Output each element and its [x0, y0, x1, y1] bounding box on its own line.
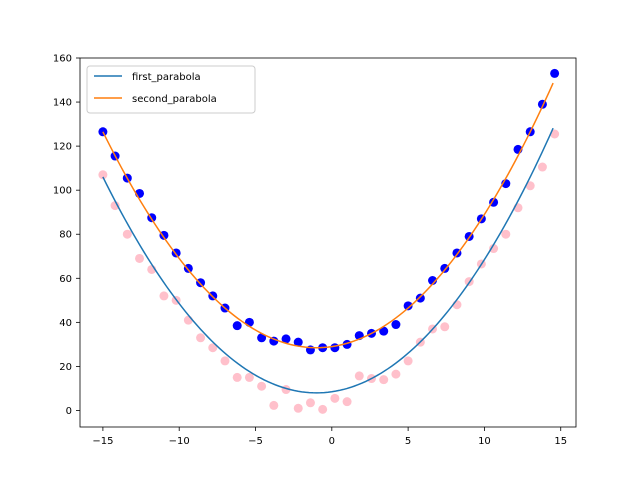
y-tick-label-140: 140 [53, 98, 72, 109]
scatter-point-s0-37 [550, 129, 560, 139]
x-tick-label-5: 5 [405, 436, 411, 447]
scatter-point-s0-32 [489, 244, 499, 254]
scatter-point-s0-36 [537, 162, 547, 172]
scatter-point-s0-17 [305, 398, 315, 408]
line-second-parabola [102, 82, 554, 349]
scatter-point-s0-12 [244, 372, 254, 382]
scatter-point-s1-24 [391, 320, 401, 330]
scatter-point-s1-19 [330, 343, 340, 353]
scatter-point-s1-13 [257, 333, 267, 343]
scatter-point-s0-19 [330, 393, 340, 403]
scatter-point-s0-9 [208, 343, 218, 353]
plot-area [98, 68, 560, 414]
scatter-point-s0-10 [220, 356, 230, 366]
legend-label-first-parabola: first_parabola [132, 72, 201, 83]
x-tick-label-0: 0 [329, 436, 335, 447]
y-tick-label-20: 20 [59, 362, 72, 373]
y-tick-label-160: 160 [53, 54, 72, 65]
scatter-point-s0-7 [183, 315, 193, 325]
scatter-point-s0-8 [196, 333, 206, 343]
x-tick-label-10: 10 [478, 436, 491, 447]
scatter-point-s1-25 [403, 301, 413, 311]
y-tick-label-100: 100 [53, 186, 72, 197]
scatter-point-s0-28 [440, 322, 450, 332]
x-tick-label--5: −5 [248, 436, 263, 447]
line-first-parabola [102, 127, 554, 394]
scatter-point-s0-33 [501, 229, 511, 239]
scatter-point-s0-21 [354, 371, 364, 381]
scatter-point-s1-23 [379, 326, 389, 336]
x-tick-label--10: −10 [169, 436, 190, 447]
x-tick-label--15: −15 [92, 436, 113, 447]
scatter-point-s0-18 [318, 404, 328, 414]
scatter-point-s0-16 [293, 403, 303, 413]
scatter-point-s0-1 [110, 201, 120, 211]
scatter-point-s0-24 [391, 369, 401, 379]
y-tick-label-40: 40 [59, 318, 72, 329]
scatter-point-s0-14 [269, 400, 279, 410]
scatter-point-s0-5 [159, 291, 169, 301]
line-layer [102, 82, 554, 394]
scatter-point-s0-35 [525, 181, 535, 191]
y-tick-label-0: 0 [66, 406, 72, 417]
scatter-point-s1-27 [428, 276, 438, 286]
legend-label-second-parabola: second_parabola [132, 94, 217, 105]
x-tick-label-15: 15 [554, 436, 567, 447]
scatter-point-s1-16 [293, 337, 303, 347]
axes-frame [79, 57, 577, 428]
scatter-point-s1-26 [415, 293, 425, 303]
scatter-point-s1-37 [550, 68, 560, 78]
x-axis-ticks: −15 −10 −5 0 5 10 15 [92, 427, 567, 447]
scatter-point-s0-13 [257, 381, 267, 391]
scatter-point-s0-25 [403, 356, 413, 366]
scatter-point-s0-23 [379, 375, 389, 385]
scatter-point-s0-3 [135, 253, 145, 263]
legend: first_parabola second_parabola [86, 65, 256, 114]
scatter-point-s0-2 [122, 229, 132, 239]
scatter-point-s0-11 [232, 372, 242, 382]
scatter-point-s1-11 [232, 321, 242, 331]
legend-box [86, 65, 256, 114]
scatter-point-s0-20 [342, 397, 352, 407]
y-tick-label-120: 120 [53, 142, 72, 153]
axes-border [79, 57, 577, 428]
y-tick-label-60: 60 [59, 274, 72, 285]
scatter-point-s1-15 [281, 334, 291, 344]
scatter-point-s0-0 [98, 170, 108, 180]
y-tick-label-80: 80 [59, 230, 72, 241]
y-axis-ticks: 0 20 40 60 80 100 120 140 160 [53, 54, 80, 417]
